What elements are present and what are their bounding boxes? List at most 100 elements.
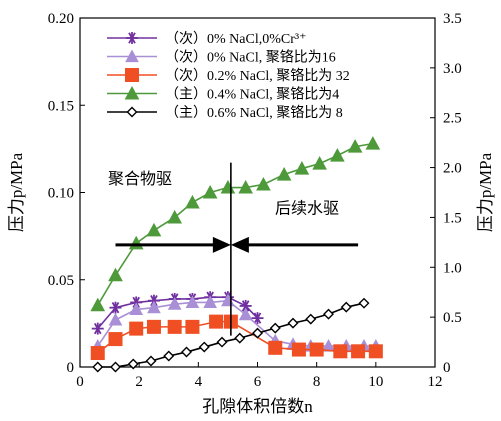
left-y-axis-title: 压力p/MPa [7,152,26,232]
data-point [216,336,228,348]
data-point [110,361,121,373]
data-point [127,358,139,370]
series-5 [92,297,370,373]
data-point [129,321,144,336]
right-y-tick-label: 0 [443,360,451,376]
water-flooding-label: 后续水驱 [275,199,339,217]
left-y-tick-label: 0.05 [48,273,74,289]
right-y-tick-label: 1.5 [443,210,462,226]
data-point [256,176,271,191]
data-point [358,297,370,309]
right-y-tick-label: 3.5 [443,11,462,27]
left-y-tick-label: 0 [67,360,75,376]
data-point [185,194,200,209]
polymer-flooding-label: 聚合物驱 [108,170,172,188]
data-point [167,297,182,310]
axis-ticks [79,17,436,368]
data-point [129,302,144,316]
data-point [90,297,106,312]
data-point [167,319,182,334]
left-y-tick-label: 0.15 [48,98,74,114]
x-tick-label: 10 [368,374,383,390]
data-point [185,295,200,309]
data-point [312,156,327,170]
x-tick-label: 6 [254,374,262,390]
data-point [209,314,224,329]
left-y-tick-label: 0.10 [48,186,74,202]
legend-label: （次）0.2% NaCl, 聚铬比为 32 [165,68,350,84]
tick-labels: 0 2 4 6 8 10 1200.050.100.150.2000.51.01.52.02… [48,11,462,390]
series-line [97,296,259,330]
right-y-tick-label: 2.5 [443,111,462,127]
data-point [252,327,263,339]
annotation-layer [115,162,359,336]
data-point [368,344,383,359]
right-y-tick-label: 3.0 [443,61,462,77]
data-point [147,300,161,314]
data-point [287,317,299,329]
left-y-tick-label: 0.20 [48,11,74,27]
series-3 [90,314,383,361]
data-point [234,332,246,344]
data-point [185,319,200,334]
legend: （次）0% NaCl,0%Cr³⁺ （次）0% NaCl, 聚铬比为16 （次）0.… [107,31,350,121]
right-y-tick-label: 0.5 [443,310,462,326]
data-point [202,184,218,199]
legend-item: （次）0.2% NaCl, 聚铬比为 32 [107,68,350,84]
data-point [323,308,334,320]
right-y-tick-label: 1.0 [443,260,462,276]
x-tick-label: 12 [428,374,443,390]
data-point [268,340,283,355]
x-tick-label: 4 [195,374,203,390]
data-point [108,267,123,282]
data-point [351,344,366,359]
polymer-phase-arrowhead [212,236,231,253]
data-point [291,342,306,357]
legend-item: （主）0.6% NaCl, 聚铬比为 8 [107,105,343,121]
data-point [203,295,218,309]
data-point [146,222,162,237]
legend-label: （主）0.4% NaCl, 聚铬比为4 [165,87,339,103]
data-point [198,341,210,353]
legend-label: （次）0% NaCl, 聚铬比为16 [165,50,336,66]
x-tick-label: 8 [313,374,321,390]
data-point [145,355,157,367]
data-point [333,344,348,359]
data-point [238,307,253,321]
x-tick-label: 2 [135,374,143,390]
data-point [146,319,161,334]
data-point [309,342,324,357]
data-point [125,68,139,82]
data-point [90,346,105,361]
series-line [97,302,365,368]
legend-item: （次）0% NaCl, 聚铬比为16 [107,49,336,66]
legend-item: （次）0% NaCl,0%Cr³⁺ [107,31,306,47]
data-point [294,161,310,175]
x-tick-label: 0 [76,374,84,390]
series-layer [90,136,383,373]
data-point [365,136,381,150]
data-point [276,166,292,181]
data-point [124,85,140,100]
data-point [163,350,175,362]
data-point [238,179,254,194]
series-4 [90,136,381,312]
right-y-tick-label: 2.0 [443,161,462,177]
right-y-axis-title: 压力p/MPa [476,152,495,232]
data-point [92,361,104,373]
data-point [340,301,352,313]
data-point [347,139,363,153]
series-line [97,142,374,306]
data-point [330,148,345,162]
data-point [167,209,183,224]
legend-label: （主）0.6% NaCl, 聚铬比为 8 [165,105,343,121]
data-point [305,313,317,325]
legend-label: （次）0% NaCl,0%Cr³⁺ [165,31,306,47]
x-axis-title: 孔隙体积倍数n [202,397,313,416]
data-point [128,235,144,250]
data-point [269,322,281,334]
legend-item: （主）0.4% NaCl, 聚铬比为4 [107,85,339,103]
data-point [108,332,123,347]
water-phase-arrowhead [230,236,249,253]
